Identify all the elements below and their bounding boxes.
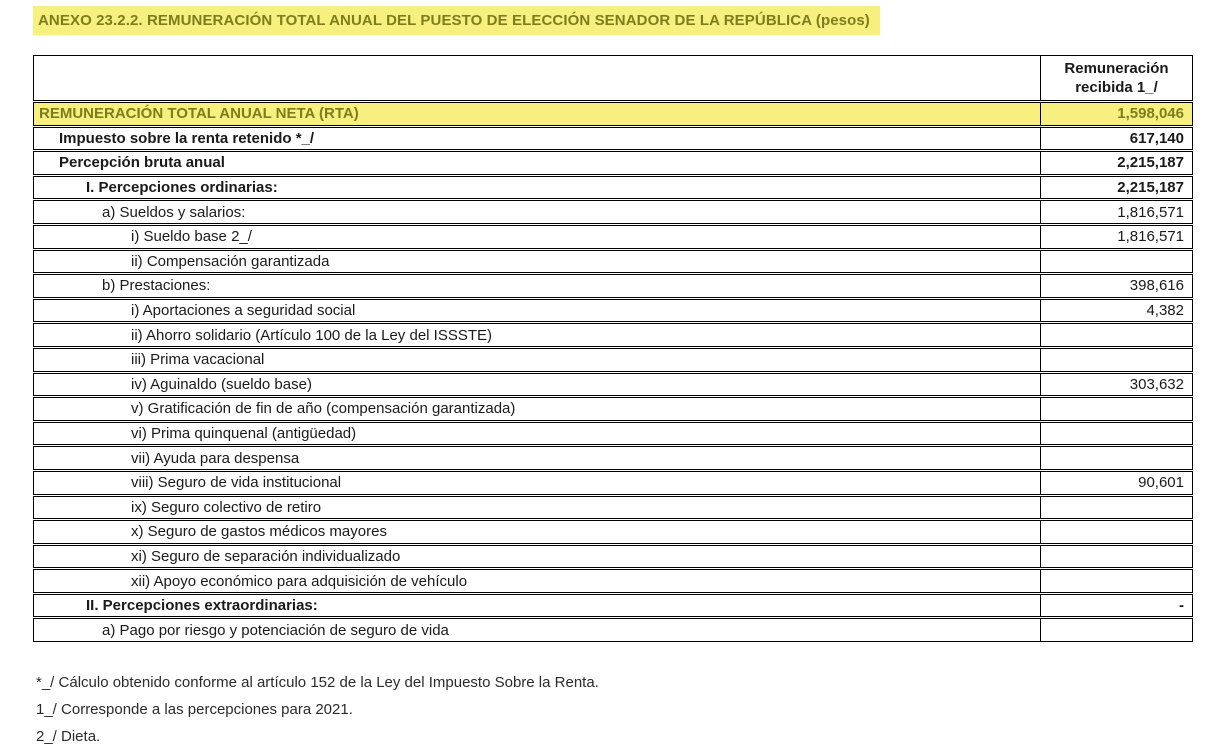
- table-row: REMUNERACIÓN TOTAL ANUAL NETA (RTA) 1,59…: [33, 102, 1193, 126]
- table-row: Percepción bruta anual 2,215,187: [33, 151, 1193, 175]
- row-value: [1041, 398, 1192, 420]
- table-row: iv) Aguinaldo (sueldo base) 303,632: [33, 372, 1193, 397]
- table-row: a) Sueldos y salarios: 1,816,571: [33, 200, 1193, 224]
- row-value: 2,215,187: [1117, 179, 1184, 197]
- header-empty-cell: [34, 56, 1041, 100]
- row-label: b) Prestaciones:: [34, 275, 1041, 297]
- remuneration-table: Remuneración recibida 1_/ REMUNERACIÓN T…: [33, 55, 1193, 643]
- table-row: II. Percepciones extraordinarias: -: [33, 593, 1193, 618]
- table-row: x) Seguro de gastos médicos mayores: [33, 520, 1193, 544]
- row-value: [1041, 349, 1192, 371]
- table-row: vii) Ayuda para despensa: [33, 446, 1193, 470]
- page-title: ANEXO 23.2.2. REMUNERACIÓN TOTAL ANUAL D…: [33, 6, 880, 35]
- table-row: ii) Ahorro solidario (Artículo 100 de la…: [33, 323, 1193, 347]
- row-value: 1,816,571: [1117, 203, 1184, 221]
- row-label: Impuesto sobre la renta retenido *_/: [34, 127, 1041, 150]
- row-label: i) Aportaciones a seguridad social: [34, 299, 1041, 322]
- row-value: [1041, 570, 1192, 592]
- row-label: i) Sueldo base 2_/: [34, 225, 1041, 248]
- footnote-asterisk: *_/ Cálculo obtenido conforme al artícul…: [36, 674, 599, 691]
- row-value: [1041, 324, 1192, 346]
- row-value: 617,140: [1129, 129, 1184, 147]
- table-row: i) Sueldo base 2_/ 1,816,571: [33, 224, 1193, 249]
- row-value: 90,601: [1138, 474, 1184, 492]
- row-label: Percepción bruta anual: [34, 152, 1041, 174]
- row-label: v) Gratificación de fin de año (compensa…: [34, 398, 1041, 420]
- table-row: v) Gratificación de fin de año (compensa…: [33, 397, 1193, 421]
- table-row: viii) Seguro de vida institucional 90,60…: [33, 470, 1193, 495]
- table-row: b) Prestaciones: 398,616: [33, 274, 1193, 298]
- row-value: [1041, 423, 1192, 445]
- row-label: vi) Prima quinquenal (antigüedad): [34, 422, 1041, 445]
- row-value: [1041, 619, 1192, 641]
- table-row: I. Percepciones ordinarias: 2,215,187: [33, 175, 1193, 200]
- row-label: II. Percepciones extraordinarias:: [34, 594, 1041, 617]
- table-row: ix) Seguro colectivo de retiro: [33, 495, 1193, 520]
- row-label: a) Pago por riesgo y potenciación de seg…: [34, 619, 1041, 642]
- row-value: 303,632: [1129, 375, 1184, 393]
- row-value: [1041, 546, 1192, 568]
- row-value: 1,598,046: [1117, 105, 1184, 123]
- row-label: ii) Ahorro solidario (Artículo 100 de la…: [34, 324, 1041, 346]
- row-label: xii) Apoyo económico para adquisición de…: [34, 570, 1041, 592]
- table-row: vi) Prima quinquenal (antigüedad): [33, 421, 1193, 446]
- row-value: 4,382: [1146, 302, 1184, 320]
- table-header-row: Remuneración recibida 1_/: [33, 55, 1193, 101]
- row-value: -: [1179, 597, 1184, 615]
- table-row: i) Aportaciones a seguridad social 4,382: [33, 298, 1193, 323]
- table-row: iii) Prima vacacional: [33, 347, 1193, 372]
- row-value: [1041, 447, 1192, 469]
- remuneration-table-body: REMUNERACIÓN TOTAL ANUAL NETA (RTA) 1,59…: [33, 102, 1193, 643]
- table-row: ii) Compensación garantizada: [33, 249, 1193, 274]
- table-row: a) Pago por riesgo y potenciación de seg…: [33, 618, 1193, 643]
- row-label: REMUNERACIÓN TOTAL ANUAL NETA (RTA): [34, 103, 1041, 125]
- row-label: ix) Seguro colectivo de retiro: [34, 496, 1041, 519]
- row-value: [1041, 251, 1192, 273]
- footnote-1: 1_/ Corresponde a las percepciones para …: [36, 701, 353, 718]
- row-value: [1041, 497, 1192, 519]
- row-label: I. Percepciones ordinarias:: [34, 176, 1041, 199]
- row-label: ii) Compensación garantizada: [34, 250, 1041, 273]
- footnotes: *_/ Cálculo obtenido conforme al artícul…: [36, 674, 599, 744]
- row-value: [1041, 521, 1192, 543]
- row-label: xi) Seguro de separación individualizado: [34, 545, 1041, 568]
- row-label: x) Seguro de gastos médicos mayores: [34, 521, 1041, 543]
- row-label: vii) Ayuda para despensa: [34, 447, 1041, 469]
- row-label: iii) Prima vacacional: [34, 348, 1041, 371]
- header-value-column: Remuneración recibida 1_/: [1064, 60, 1169, 96]
- row-label: iv) Aguinaldo (sueldo base): [34, 373, 1041, 396]
- table-row: Impuesto sobre la renta retenido *_/ 617…: [33, 126, 1193, 151]
- row-label: a) Sueldos y salarios:: [34, 201, 1041, 223]
- row-value: 398,616: [1129, 277, 1184, 295]
- row-value: 1,816,571: [1117, 228, 1184, 246]
- row-value: 2,215,187: [1117, 154, 1184, 172]
- row-label: viii) Seguro de vida institucional: [34, 471, 1041, 494]
- footnote-2: 2_/ Dieta.: [36, 728, 101, 744]
- table-row: xii) Apoyo económico para adquisición de…: [33, 569, 1193, 593]
- table-row: xi) Seguro de separación individualizado: [33, 544, 1193, 569]
